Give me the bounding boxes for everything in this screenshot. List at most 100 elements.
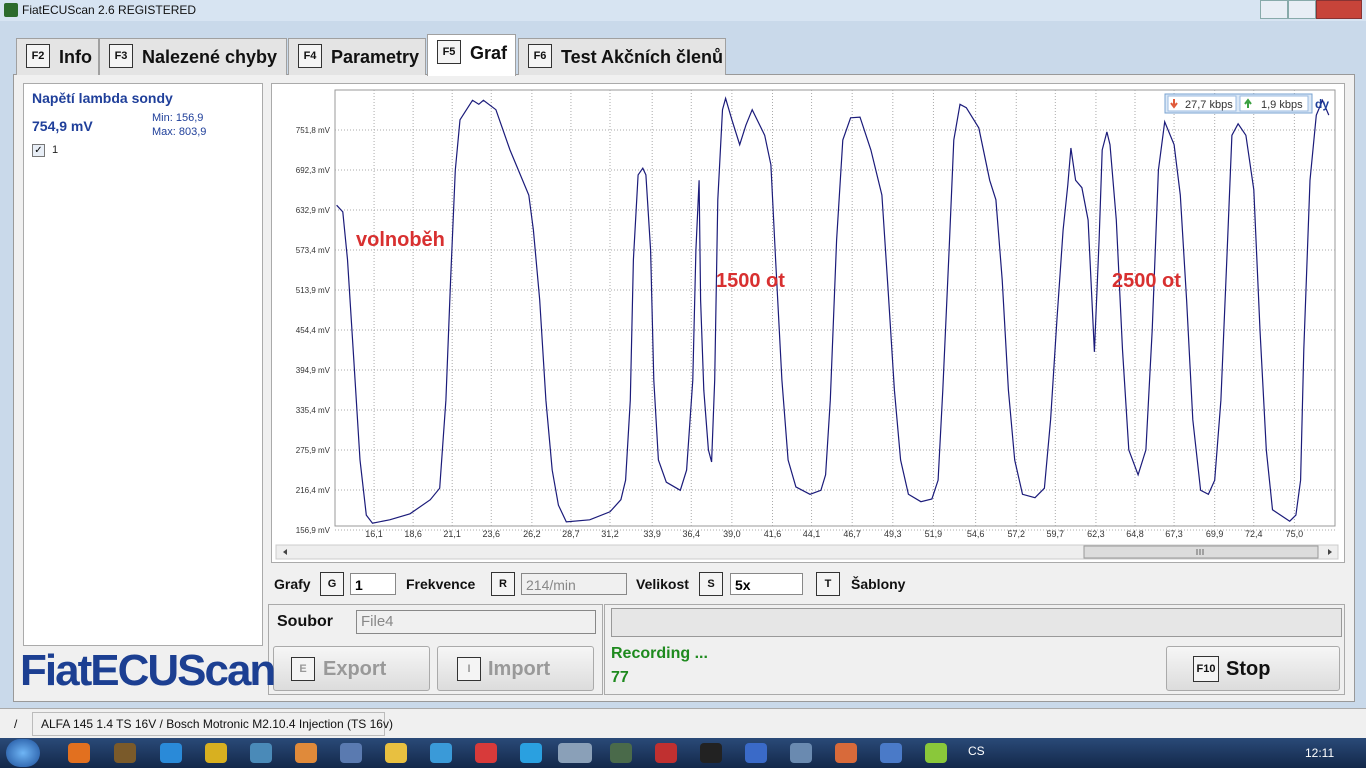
window-title: FiatECUScan 2.6 REGISTERED <box>22 3 197 17</box>
tab-key: F4 <box>298 44 322 68</box>
tab-key: F2 <box>26 44 50 68</box>
taskbar-icon[interactable] <box>205 743 227 763</box>
y-tick-label: 216,4 mV <box>296 486 331 495</box>
app-icon <box>4 3 18 17</box>
annotation: 2500 ot <box>1112 270 1181 292</box>
tab-label: Nalezené chyby <box>142 47 278 67</box>
language-indicator[interactable]: CS <box>968 744 985 758</box>
tab-label: Parametry <box>331 47 420 67</box>
taskbar-icon[interactable] <box>700 743 722 763</box>
taskbar-icon[interactable] <box>475 743 497 763</box>
tab[interactable]: F2 Info <box>16 38 99 75</box>
grafy-combo[interactable]: 1 <box>350 573 396 595</box>
record-count: 77 <box>611 669 629 686</box>
tab-key: F3 <box>109 44 133 68</box>
x-tick-label: 21,1 <box>443 529 461 539</box>
tab[interactable]: F3 Nalezené chyby <box>99 38 287 75</box>
y-tick-label: 394,9 mV <box>296 366 331 375</box>
taskbar-icon[interactable] <box>295 743 317 763</box>
y-tick-label: 513,9 mV <box>296 286 331 295</box>
vehicle-info: ALFA 145 1.4 TS 16V / Bosch Motronic M2.… <box>41 717 393 731</box>
close-button[interactable] <box>1316 0 1362 19</box>
tab-key: F6 <box>528 44 552 68</box>
stop-button[interactable]: F10 Stop <box>1166 646 1340 691</box>
upload-arrow <box>1244 98 1252 108</box>
grafy-label: Grafy <box>274 576 311 592</box>
y-tick-label: 335,4 mV <box>296 406 331 415</box>
taskbar-icon[interactable] <box>790 743 812 763</box>
sensor-min: Min: 156,9 <box>152 112 204 124</box>
minimize-button[interactable] <box>1260 0 1288 19</box>
taskbar-icon[interactable] <box>925 743 947 763</box>
upload-box <box>1239 95 1309 112</box>
tab-label: Graf <box>470 43 508 63</box>
sablony-label: Šablony <box>851 576 906 592</box>
x-tick-label: 72,4 <box>1245 529 1263 539</box>
chart: 156,9 mV 216,4 mV 275,9 mV 335,4 mV 394,9 mV… <box>275 89 1339 560</box>
x-tick-label: 57,2 <box>1007 529 1025 539</box>
data-line <box>336 96 1330 524</box>
y-tick-label: 632,9 mV <box>296 206 331 215</box>
y-tick-label: 573,4 mV <box>296 246 331 255</box>
download-arrow <box>1170 99 1178 109</box>
export-button[interactable]: E Export <box>273 646 430 691</box>
tab[interactable]: F4 Parametry <box>288 38 426 75</box>
tab[interactable]: F6 Test Akčních členů <box>518 38 726 75</box>
x-tick-label: 41,6 <box>764 529 782 539</box>
scroll-right[interactable] <box>1328 549 1332 555</box>
import-button[interactable]: I Import <box>437 646 594 691</box>
x-tick-label: 64,8 <box>1126 529 1144 539</box>
x-tick-label: 39,0 <box>723 529 741 539</box>
y-tick-label: 275,9 mV <box>296 446 331 455</box>
taskbar-icon[interactable] <box>340 743 362 763</box>
plot-frame <box>334 89 1336 527</box>
x-tick-label: 51,9 <box>925 529 943 539</box>
frekvence-combo[interactable]: 214/min <box>521 573 627 595</box>
taskbar-icon[interactable] <box>250 743 272 763</box>
taskbar-icon[interactable] <box>430 743 452 763</box>
taskbar-icon[interactable] <box>610 743 632 763</box>
x-tick-label: 54,6 <box>967 529 985 539</box>
taskbar-icon[interactable] <box>385 743 407 763</box>
file-combo[interactable]: File4 <box>356 610 596 634</box>
x-tick-label: 23,6 <box>482 529 500 539</box>
key-box: F10 <box>1193 656 1219 682</box>
start-button[interactable] <box>6 739 40 767</box>
taskbar-icon-active[interactable] <box>558 743 592 763</box>
scroll-thumb[interactable] <box>1083 545 1319 559</box>
sensor-value: 754,9 mV <box>32 118 93 134</box>
scroll-left[interactable] <box>283 549 287 555</box>
key-box[interactable]: G <box>320 572 344 596</box>
series-checkbox[interactable]: ✓ <box>32 144 45 157</box>
taskbar-icon[interactable] <box>160 743 182 763</box>
file-label: Soubor <box>277 613 333 630</box>
key-box[interactable]: R <box>491 572 515 596</box>
x-tick-label: 46,7 <box>843 529 861 539</box>
key-box[interactable]: T <box>816 572 840 596</box>
y-tick-label: 751,8 mV <box>296 126 331 135</box>
export-label: Export <box>323 658 387 680</box>
tab-active[interactable]: F5 Graf <box>427 34 516 76</box>
x-tick-label: 49,3 <box>884 529 902 539</box>
taskbar-icon[interactable] <box>745 743 767 763</box>
taskbar-icon[interactable] <box>520 743 542 763</box>
x-tick-label: 75,0 <box>1286 529 1304 539</box>
taskbar-icon[interactable] <box>880 743 902 763</box>
velikost-combo[interactable]: 5x <box>730 573 803 595</box>
taskbar-icon[interactable] <box>835 743 857 763</box>
taskbar: CS 12:11 <box>0 738 1366 768</box>
logo: FiatECUScan <box>20 646 276 695</box>
scroll-grip <box>1196 549 1204 555</box>
taskbar-icon[interactable] <box>68 743 90 763</box>
x-tick-label: 33,9 <box>643 529 661 539</box>
key-box[interactable]: S <box>699 572 723 596</box>
x-tick-label: 59,7 <box>1047 529 1065 539</box>
taskbar-icon[interactable] <box>114 743 136 763</box>
x-tick-label: 26,2 <box>523 529 541 539</box>
clock[interactable]: 12:11 <box>1305 746 1335 760</box>
h-scrollbar[interactable] <box>275 544 1339 560</box>
upload-rate: 1,9 kbps <box>1261 99 1303 111</box>
maximize-button[interactable] <box>1288 0 1316 19</box>
taskbar-icon[interactable] <box>655 743 677 763</box>
